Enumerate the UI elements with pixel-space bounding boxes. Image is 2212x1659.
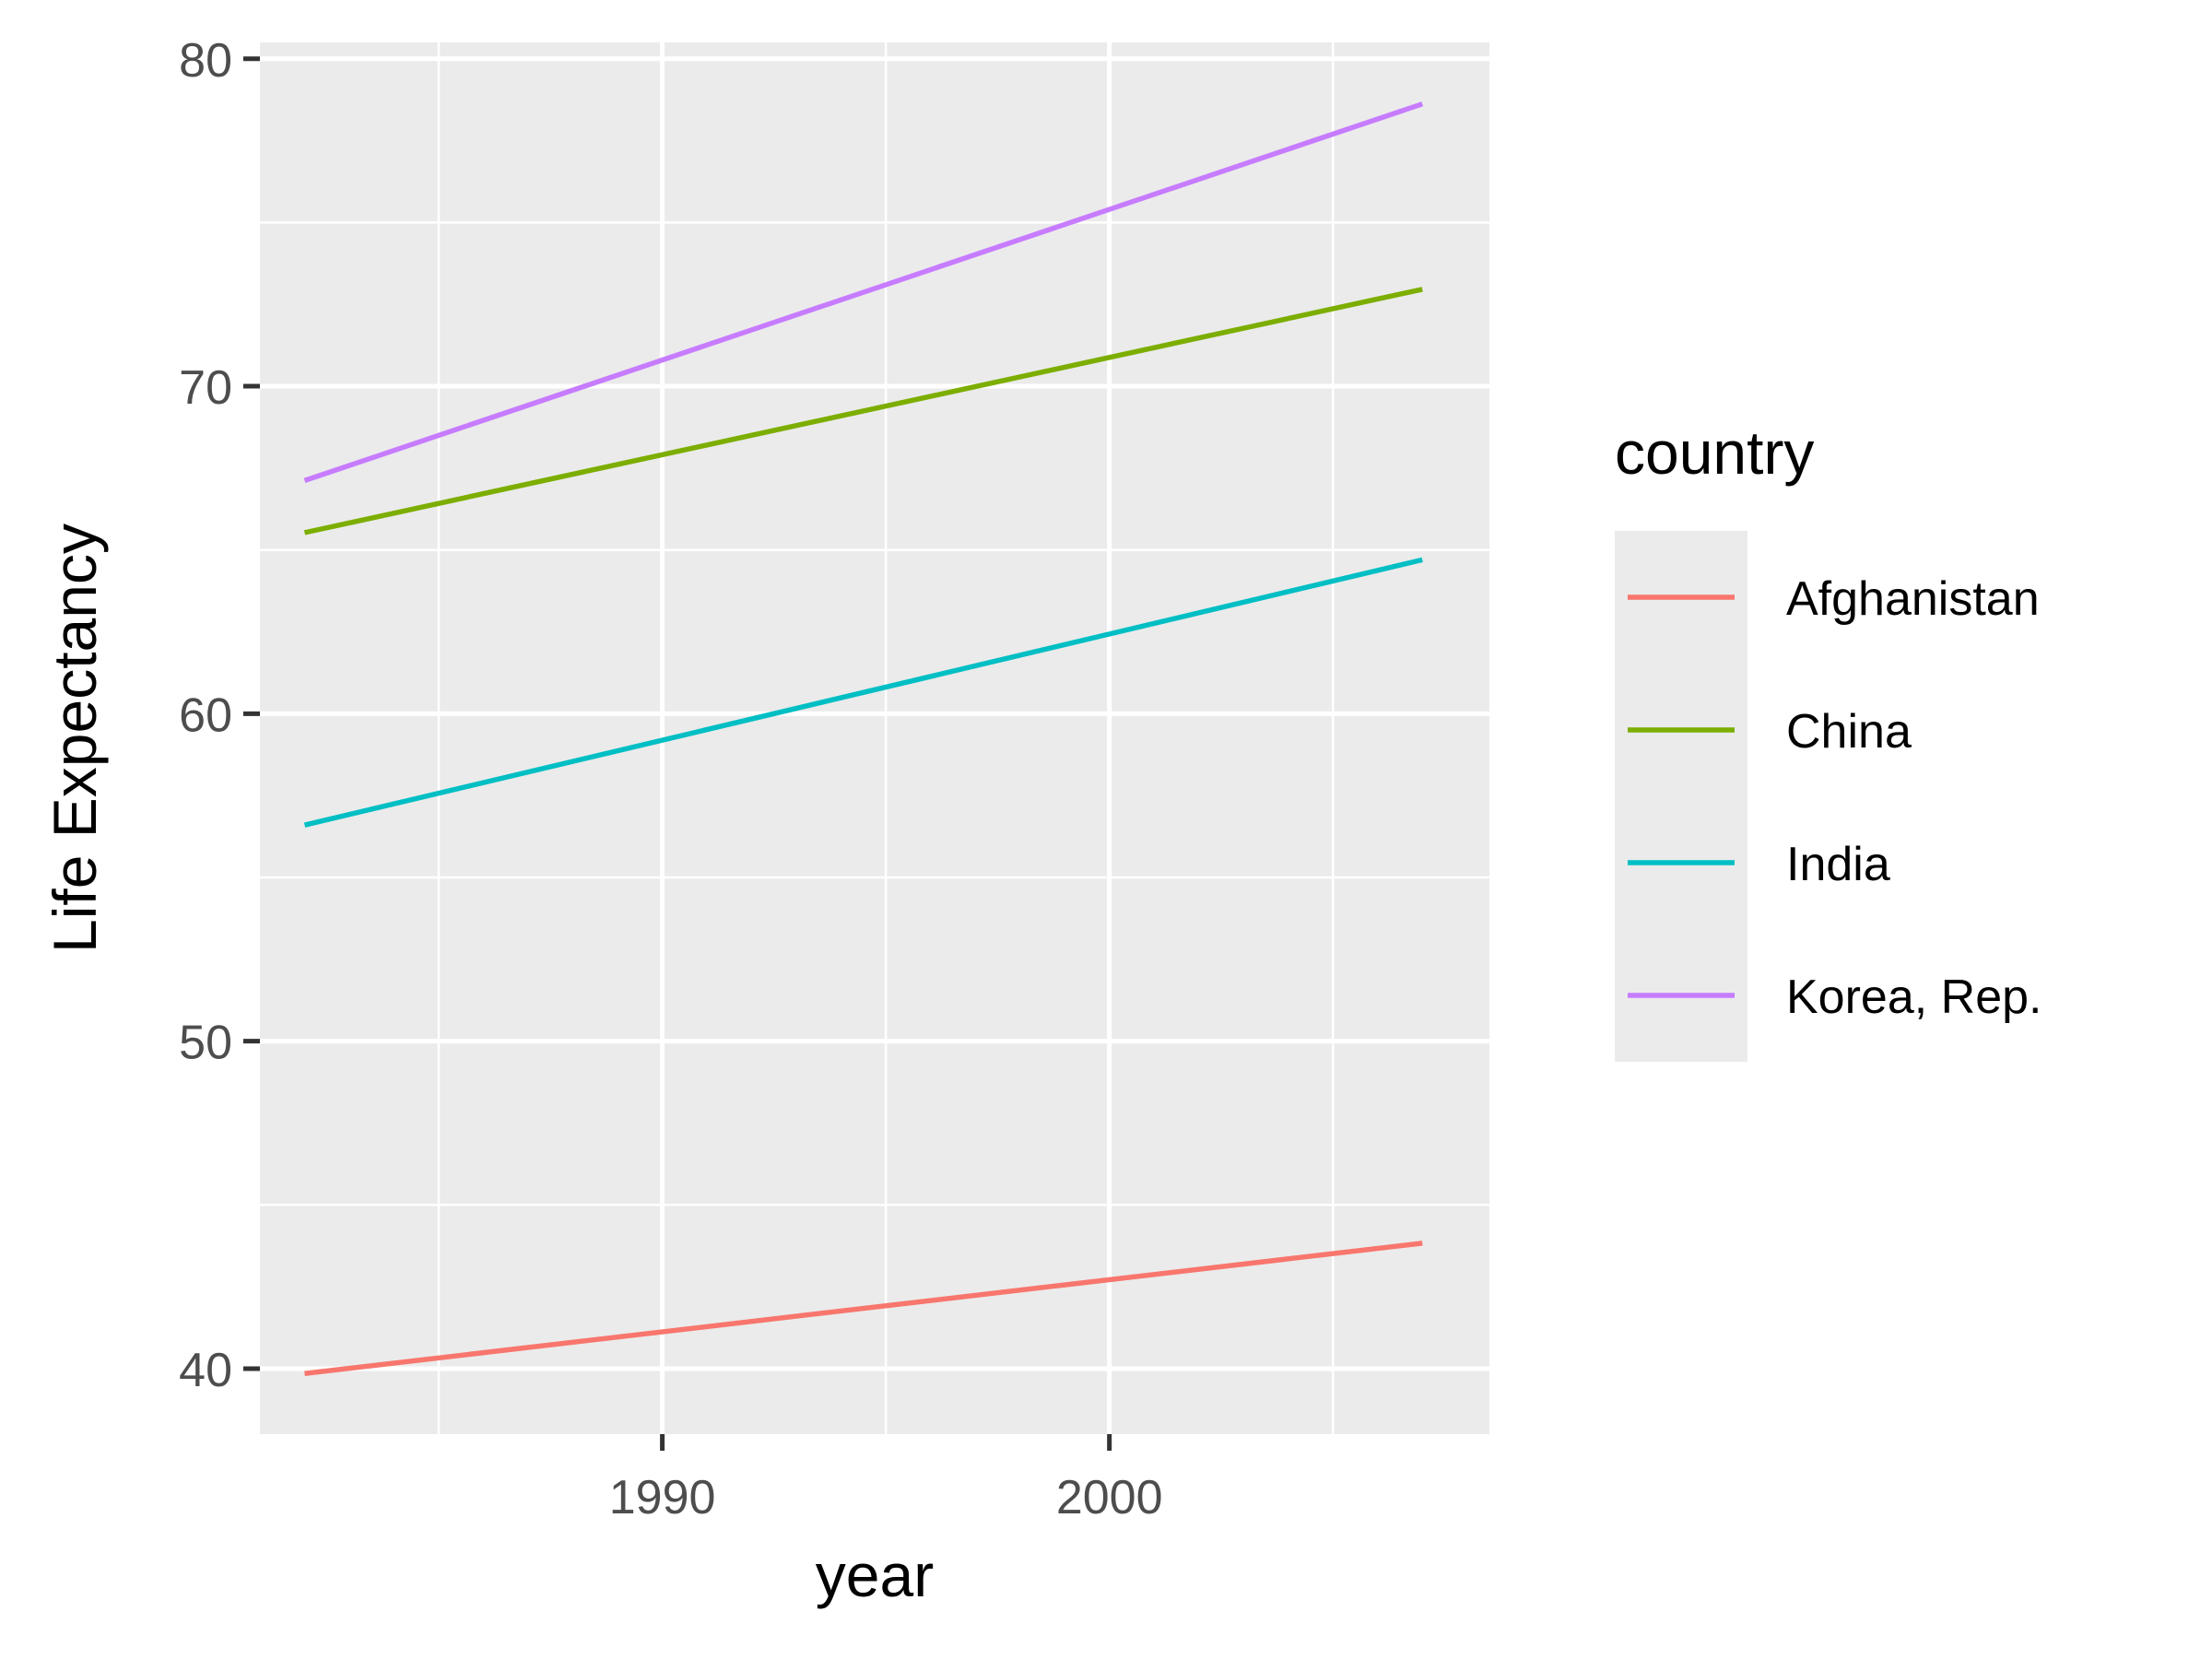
legend-label: China <box>1786 705 1912 759</box>
legend-label: Afghanistan <box>1786 572 2040 626</box>
x-axis: 1990 2000 <box>609 1434 1163 1524</box>
x-tick-label: 1990 <box>609 1471 716 1524</box>
y-axis: 40 50 60 70 80 <box>179 34 260 1397</box>
y-tick-label: 60 <box>179 688 232 742</box>
plot-panel <box>260 42 1489 1434</box>
legend: country Afghanistan China India Korea, Rep. <box>1615 418 2042 1062</box>
x-axis-title: year <box>816 1541 934 1609</box>
y-tick-label: 70 <box>179 361 232 415</box>
legend-title: country <box>1615 418 1814 487</box>
legend-label: India <box>1786 838 1890 891</box>
series-line-china <box>303 287 1423 535</box>
x-tick-label: 2000 <box>1056 1471 1163 1524</box>
series-line-india <box>303 557 1423 828</box>
y-tick-label: 80 <box>179 34 232 88</box>
legend-label: Korea, Rep. <box>1786 971 2042 1024</box>
y-axis-title: Life Expectancy <box>41 524 109 953</box>
grid-minor <box>260 42 1489 1434</box>
series-line-korea-rep <box>303 101 1424 483</box>
series-line-afghanistan <box>304 1241 1423 1377</box>
series-lines <box>303 101 1424 1377</box>
legend-items: Afghanistan China India Korea, Rep. <box>1628 572 2042 1024</box>
legend-key-background <box>1615 531 1747 1062</box>
y-tick-label: 50 <box>179 1017 232 1070</box>
y-tick-label: 40 <box>179 1344 232 1397</box>
grid-major <box>260 42 1489 1434</box>
